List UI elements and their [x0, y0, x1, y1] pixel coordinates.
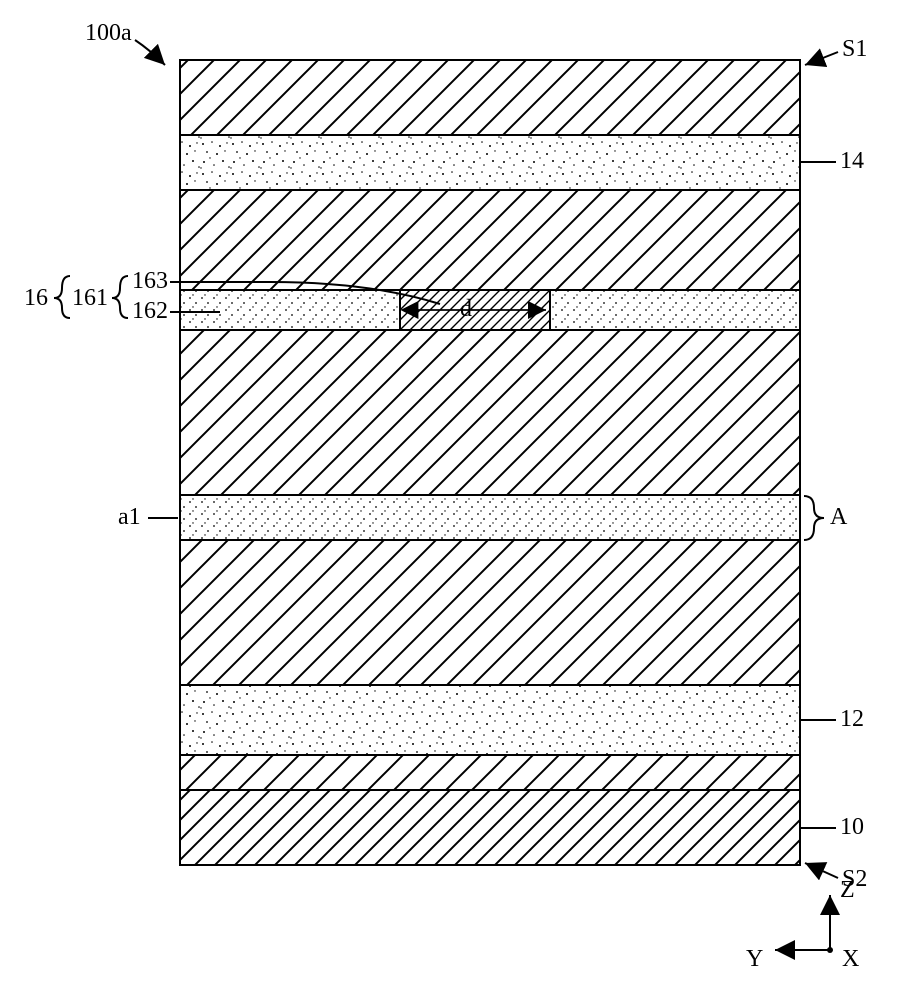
axis-x: X: [842, 946, 859, 973]
label-a1: a1: [118, 504, 141, 531]
layer-L_mid2: [180, 330, 800, 495]
layer-L_top: [180, 60, 800, 135]
axes: [775, 895, 833, 953]
ref-arrow: [135, 40, 165, 65]
label-12: 12: [840, 706, 864, 733]
label-163: 163: [132, 268, 168, 295]
label-14: 14: [840, 148, 864, 175]
layer-L_mid3: [180, 540, 800, 685]
brace-161: [112, 276, 128, 318]
layer-L_12: [180, 685, 800, 755]
layer-L_10: [180, 790, 800, 865]
label-d: d: [460, 296, 472, 323]
layer-L_A: [180, 495, 800, 540]
label-A: A: [830, 504, 847, 531]
axis-z: Z: [840, 877, 855, 904]
label-16: 16: [24, 285, 48, 312]
axis-y: Y: [746, 946, 763, 973]
label-161: 161: [72, 285, 108, 312]
layer-L_thin: [180, 755, 800, 790]
s2-leader: [805, 863, 838, 878]
label-10: 10: [840, 814, 864, 841]
layer-L_mid1: [180, 190, 800, 290]
layer-L_14: [180, 135, 800, 190]
ref-100a: 100a: [85, 20, 132, 47]
brace-16: [54, 276, 70, 318]
label-162: 162: [132, 298, 168, 325]
brace-A: [804, 496, 824, 540]
s1-leader: [805, 52, 838, 65]
label-s1: S1: [842, 36, 867, 63]
